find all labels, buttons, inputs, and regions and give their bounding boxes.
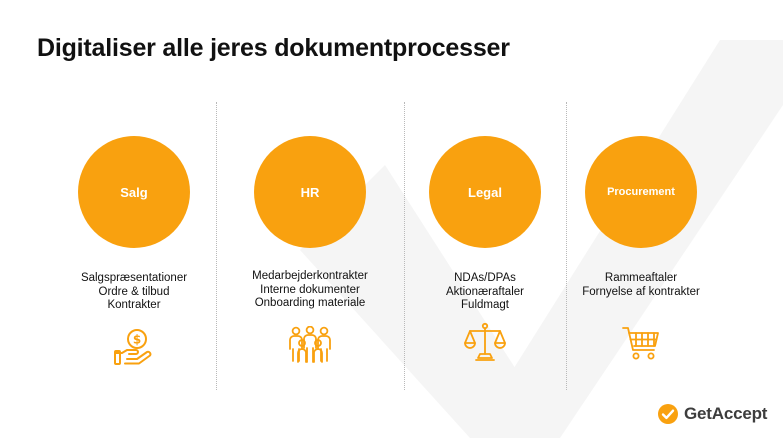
people-group-icon: [289, 326, 331, 363]
category-label: Procurement: [607, 186, 675, 198]
list-item: Fornyelse af kontrakter: [582, 285, 700, 298]
column-hr: HR Medarbejderkontrakter Interne dokumen…: [221, 136, 399, 363]
list-item: Fuldmagt: [461, 299, 509, 311]
list-item: Kontrakter: [107, 299, 161, 311]
list-item: Onboarding materiale: [254, 297, 366, 309]
item-list: NDAs/DPAs Aktionæraftaler Fuldmagt: [396, 272, 574, 313]
getaccept-logo: GetAccept: [657, 402, 767, 426]
brand-name: GetAccept: [684, 404, 768, 423]
category-label: Salg: [120, 184, 148, 200]
category-label: HR: [300, 184, 320, 200]
category-circle-legal: Legal: [429, 136, 541, 248]
item-list: Rammeaftaler Fornyelse af kontrakter: [552, 272, 730, 299]
shopping-cart-icon: [622, 327, 659, 360]
list-item: Salgspræsentationer: [80, 272, 188, 284]
page-title: Digitaliser alle jeres dokumentprocesser: [37, 34, 510, 62]
column-salg: Salg Salgspræsentationer Ordre & tilbud …: [45, 136, 223, 365]
svg-text:$: $: [133, 333, 141, 347]
check-badge-icon: [658, 404, 678, 424]
list-item: Rammeaftaler: [604, 272, 678, 284]
column-procurement: Procurement Rammeaftaler Fornyelse af ko…: [552, 136, 730, 360]
list-item: Medarbejderkontrakter: [252, 270, 368, 282]
category-circle-salg: Salg: [78, 136, 190, 248]
category-circle-hr: HR: [254, 136, 366, 248]
column-divider: [404, 102, 405, 390]
category-label: Legal: [468, 184, 502, 200]
column-legal: Legal NDAs/DPAs Aktionæraftaler Fuldmagt: [396, 136, 574, 361]
item-list: Medarbejderkontrakter Interne dokumenter…: [221, 270, 399, 311]
list-item: NDAs/DPAs: [454, 272, 516, 284]
category-circle-procurement: Procurement: [585, 136, 697, 248]
list-item: Ordre & tilbud: [98, 285, 170, 298]
item-list: Salgspræsentationer Ordre & tilbud Kontr…: [45, 272, 223, 313]
column-divider: [216, 102, 217, 390]
list-item: Aktionæraftaler: [446, 285, 524, 298]
list-item: Interne dokumenter: [260, 283, 360, 296]
column-divider: [566, 102, 567, 390]
money-hand-icon: $: [114, 329, 152, 365]
scales-icon: [464, 322, 506, 361]
